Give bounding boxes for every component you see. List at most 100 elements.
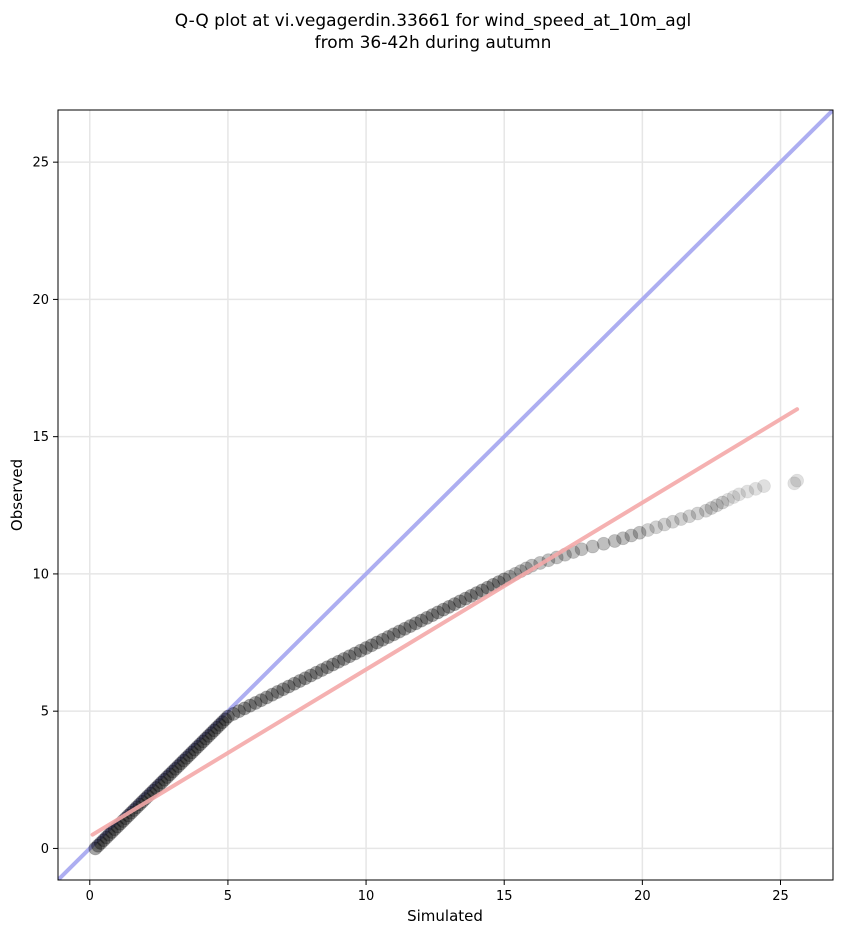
qq-point (193, 737, 208, 752)
qq-point (176, 753, 191, 768)
qq-point (151, 778, 166, 793)
qq-point (298, 671, 313, 686)
qq-point (624, 528, 639, 543)
qq-point (201, 728, 216, 743)
qq-point (171, 759, 186, 773)
x-axis-ticks: 0 5 10 15 20 25 (86, 880, 789, 904)
identity-line (58, 110, 833, 880)
qq-point (348, 646, 362, 661)
qq-point (632, 525, 647, 540)
qq-point (314, 663, 329, 677)
qq-point (254, 693, 268, 708)
qq-point (165, 764, 180, 779)
y-axis-label: Observed (8, 459, 26, 531)
x-tick-label: 0 (86, 889, 94, 904)
qq-point (425, 608, 440, 622)
qq-point (657, 517, 672, 532)
qq-point (616, 531, 630, 546)
qq-point (408, 616, 423, 631)
qq-point (419, 610, 434, 625)
qq-point (182, 748, 197, 762)
qq-point (88, 841, 103, 856)
qq-point (187, 742, 202, 757)
qq-point (458, 591, 473, 606)
qq-point (326, 657, 340, 672)
qq-point (342, 649, 357, 664)
qq-point (157, 772, 172, 787)
y-tick-label: 15 (32, 430, 49, 445)
qq-point (265, 687, 280, 702)
qq-point (469, 586, 484, 601)
qq-point (190, 739, 205, 754)
qq-point (464, 588, 478, 603)
y-axis-ticks: 0 5 10 15 20 25 (32, 156, 58, 857)
qq-point (160, 770, 175, 784)
qq-point (431, 605, 445, 620)
y-tick-label: 25 (32, 156, 49, 171)
qq-point (397, 621, 412, 636)
qq-point (436, 602, 451, 617)
qq-point (447, 597, 462, 612)
grid-lines (58, 110, 833, 880)
qq-point (281, 679, 296, 694)
qq-point (96, 833, 111, 848)
qq-point (179, 750, 194, 765)
qq-point (414, 613, 429, 628)
qq-point (259, 690, 274, 705)
qq-point (732, 487, 746, 502)
qq-point (740, 484, 755, 499)
y-tick-label: 10 (32, 567, 49, 582)
qq-point (270, 685, 285, 699)
qq-point (574, 542, 589, 557)
qq-point (320, 660, 335, 675)
qq-point (168, 761, 183, 776)
qq-point (212, 718, 227, 732)
qq-point (704, 501, 719, 515)
plot-frame (57, 109, 834, 881)
x-tick-label: 5 (224, 889, 232, 904)
qq-point (162, 767, 177, 782)
qq-point (337, 652, 351, 666)
qq-point (218, 712, 233, 727)
y-tick-label: 20 (32, 293, 49, 308)
qq-point (392, 624, 407, 639)
qq-point (243, 698, 257, 713)
qq-point (309, 665, 324, 680)
qq-point (226, 707, 241, 721)
y-tick-label: 0 (41, 842, 49, 857)
fit-line (90, 407, 800, 837)
qq-point (359, 641, 373, 655)
qq-point (248, 696, 263, 710)
qq-point (204, 726, 219, 741)
x-tick-label: 25 (772, 889, 789, 904)
qq-point (303, 668, 318, 683)
qq-point (607, 534, 622, 548)
qq-point (154, 775, 169, 790)
qq-point (375, 632, 390, 647)
chart-title-line1: Q-Q plot at vi.vegagerdin.33661 for wind… (175, 11, 691, 31)
qq-point (370, 635, 385, 650)
qq-point (715, 495, 730, 510)
qq-point (196, 734, 210, 749)
qq-point (93, 836, 108, 850)
qq-point (198, 731, 213, 746)
qq-point (331, 654, 346, 669)
qq-point (215, 715, 230, 730)
qq-point (475, 583, 490, 598)
qq-point (381, 630, 396, 644)
qq-point (403, 619, 418, 633)
qq-point (237, 701, 252, 716)
qq-point (364, 638, 379, 653)
qq-point (102, 827, 117, 842)
qq-point (99, 830, 114, 845)
x-tick-label: 20 (634, 889, 651, 904)
qq-point (221, 709, 235, 724)
qq-point (757, 479, 771, 493)
qq-point (185, 745, 199, 760)
qq-point (682, 509, 697, 524)
qq-point (207, 723, 222, 738)
qq-point (649, 520, 664, 535)
qq-point (453, 594, 467, 609)
qq-point (699, 503, 713, 518)
